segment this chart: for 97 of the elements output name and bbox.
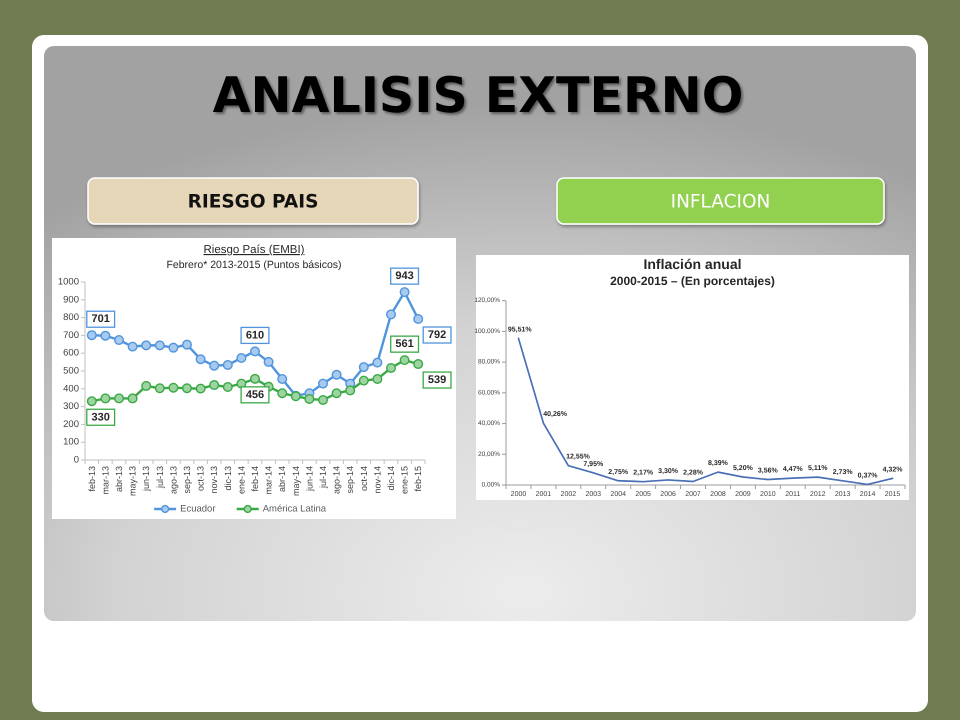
point (318, 395, 328, 406)
text: RIESGO PAIS (188, 192, 318, 212)
point (358, 376, 369, 386)
y-tick-label: 1000 (58, 276, 79, 288)
point (318, 378, 328, 389)
point (304, 394, 314, 404)
x-tick-label: feb-15 (413, 466, 424, 492)
chart-subtitle: 2000-2015 – (En porcentajes) (610, 274, 775, 288)
x-tick-label: may-13 (128, 466, 138, 496)
data-label: 456 (246, 388, 264, 401)
point (332, 370, 342, 380)
x-tick-label: mar-13 (100, 466, 110, 495)
data-label: 610 (246, 329, 264, 342)
point (332, 388, 342, 398)
x-tick-label: ene-14 (236, 466, 246, 494)
point (277, 388, 288, 398)
point (100, 393, 110, 404)
y-tick-label: 0 (74, 454, 79, 466)
x-tick-label: ago-14 (332, 466, 342, 494)
point (222, 360, 233, 370)
point (277, 374, 288, 384)
point (264, 356, 274, 367)
point (386, 362, 396, 373)
y-tick-label: 900 (63, 294, 79, 306)
point (141, 340, 152, 350)
point (372, 374, 382, 384)
x-tick-label: nov-14 (372, 466, 382, 494)
x-tick-label: jul-14 (318, 466, 328, 490)
text: ANALISIS EXTERNO (212, 67, 744, 124)
point (154, 340, 165, 350)
point (141, 380, 152, 391)
point (168, 382, 178, 393)
y-tick-label: 400 (63, 383, 79, 394)
y-tick-label: 200 (63, 418, 79, 430)
x-tick-label: sep-13 (182, 466, 192, 494)
point (345, 385, 356, 396)
point (386, 309, 396, 320)
data-label: 792 (428, 329, 446, 342)
y-tick-label: 600 (63, 348, 79, 359)
point (114, 335, 124, 346)
chart-title: Riesgo País (EMBI) (204, 244, 305, 256)
x-tick-label: abr-14 (277, 466, 288, 492)
x-tick-label: jul-13 (154, 466, 165, 490)
x-tick-label: feb-14 (250, 466, 260, 492)
point (100, 330, 110, 341)
point (154, 383, 165, 394)
x-tick-label: mar-14 (264, 466, 274, 495)
x-tick-label: feb-13 (86, 466, 97, 492)
point (168, 342, 178, 353)
point (413, 314, 424, 324)
point (209, 360, 220, 371)
legend-label: Ecuador (180, 504, 216, 514)
x-tick-label: sep-14 (345, 466, 356, 494)
point (413, 359, 424, 370)
point (236, 353, 246, 364)
x-tick-label: abr-13 (114, 466, 124, 492)
point (358, 362, 369, 372)
x-tick-label: dic-14 (386, 466, 396, 491)
legend-label: América Latina (262, 504, 327, 514)
chart-title: Inflación anual (643, 256, 742, 272)
x-tick-label: oct-13 (196, 466, 206, 492)
x-tick-label: ago-13 (168, 466, 178, 494)
point (182, 340, 192, 350)
y-tick-label: 300 (63, 401, 79, 412)
x-tick-label: oct-14 (358, 466, 369, 492)
point (128, 342, 138, 352)
data-label: 330 (92, 411, 110, 424)
y-tick-label: 800 (63, 312, 79, 324)
x-tick-label: jun-13 (141, 466, 152, 492)
data-label: 701 (92, 313, 110, 326)
point (400, 355, 410, 366)
point (250, 346, 260, 356)
y-tick-label: 700 (63, 330, 79, 341)
point (372, 358, 382, 368)
y-tick-label: 100 (63, 436, 79, 448)
data-label: 539 (428, 374, 446, 386)
x-tick-label: nov-13 (209, 466, 220, 494)
text: INFLACION (670, 192, 770, 212)
point (196, 384, 206, 394)
point (209, 380, 220, 390)
x-tick-label: dic-13 (222, 466, 233, 491)
point (128, 393, 138, 404)
point (182, 383, 192, 394)
point (86, 330, 97, 340)
point (400, 287, 410, 298)
point (114, 393, 124, 404)
chart-subtitle: Febrero* 2013-2015 (Puntos básicos) (166, 259, 342, 271)
data-label: 561 (395, 338, 414, 350)
point (222, 382, 233, 392)
data-label: 943 (395, 270, 414, 282)
point (86, 396, 97, 406)
y-tick-label: 500 (63, 366, 79, 376)
point (196, 354, 206, 364)
x-tick-label: jun-14 (304, 466, 314, 492)
point (250, 374, 260, 384)
x-tick-label: ene-15 (400, 466, 410, 494)
x-tick-label: may-14 (290, 466, 301, 496)
